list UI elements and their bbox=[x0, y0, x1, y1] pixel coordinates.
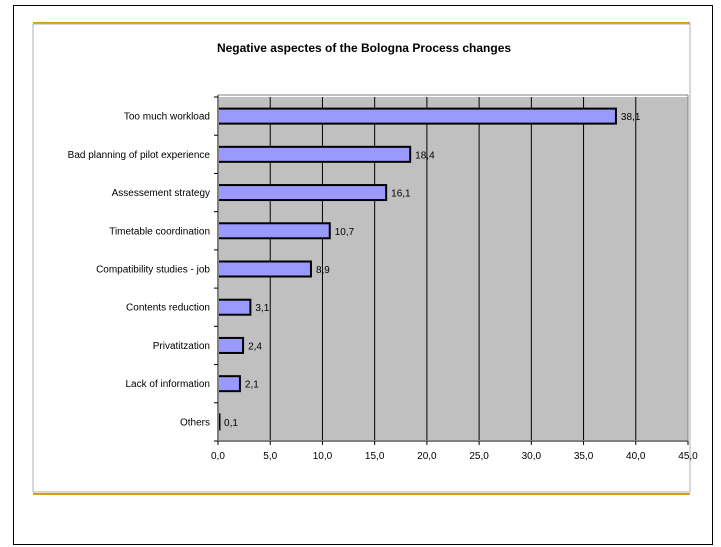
x-tick-label: 5,0 bbox=[263, 451, 277, 462]
x-tick-label: 0,0 bbox=[211, 451, 225, 462]
x-tick-labels: 0,0 5,0 10,0 15,0 20,0 25,0 30,0 35,0 40,0 45,0 bbox=[211, 451, 698, 462]
x-tick-label: 15,0 bbox=[365, 451, 385, 462]
category-label: Lack of information bbox=[126, 379, 211, 390]
bar bbox=[217, 184, 388, 202]
x-tick-label: 20,0 bbox=[417, 451, 437, 462]
value-labels: 38,1 18,4 16,1 10,7 8,9 3,1 2,4 2,1 0,1 bbox=[224, 112, 641, 429]
category-label: Bad planning of pilot experience bbox=[68, 150, 211, 161]
data-label: 18,4 bbox=[415, 150, 435, 161]
data-label: 2,1 bbox=[245, 380, 259, 391]
x-tick-label: 25,0 bbox=[469, 451, 489, 462]
bar bbox=[217, 336, 245, 354]
category-label: Timetable coordination bbox=[109, 226, 210, 237]
x-tick-label: 45,0 bbox=[678, 451, 698, 462]
data-label: 2,4 bbox=[248, 341, 262, 352]
chart-title: Negative aspectes of the Bologna Process… bbox=[217, 41, 511, 55]
bar bbox=[217, 107, 617, 125]
axes bbox=[214, 94, 689, 445]
category-label: Contents reduction bbox=[126, 303, 210, 314]
x-tick-label: 10,0 bbox=[313, 451, 333, 462]
category-label: Assessement strategy bbox=[112, 188, 210, 199]
bar bbox=[217, 260, 312, 278]
bar bbox=[217, 145, 412, 163]
data-label: 0,1 bbox=[224, 418, 238, 429]
category-label: Compatibility studies - job bbox=[96, 265, 210, 276]
x-tick-label: 40,0 bbox=[626, 451, 646, 462]
data-label: 10,7 bbox=[335, 227, 355, 238]
bar bbox=[217, 298, 252, 316]
category-labels: Too much workload Bad planning of pilot e… bbox=[68, 112, 211, 429]
x-tick-label: 35,0 bbox=[574, 451, 594, 462]
bar bbox=[217, 222, 331, 240]
bar bbox=[217, 375, 241, 393]
data-label: 16,1 bbox=[391, 189, 411, 200]
category-label: Others bbox=[180, 417, 210, 428]
data-label: 8,9 bbox=[316, 265, 330, 276]
category-label: Privatitzation bbox=[153, 341, 210, 352]
category-label: Too much workload bbox=[124, 112, 210, 123]
x-tick-label: 30,0 bbox=[522, 451, 542, 462]
data-label: 3,1 bbox=[255, 303, 269, 314]
data-label: 38,1 bbox=[621, 112, 641, 123]
